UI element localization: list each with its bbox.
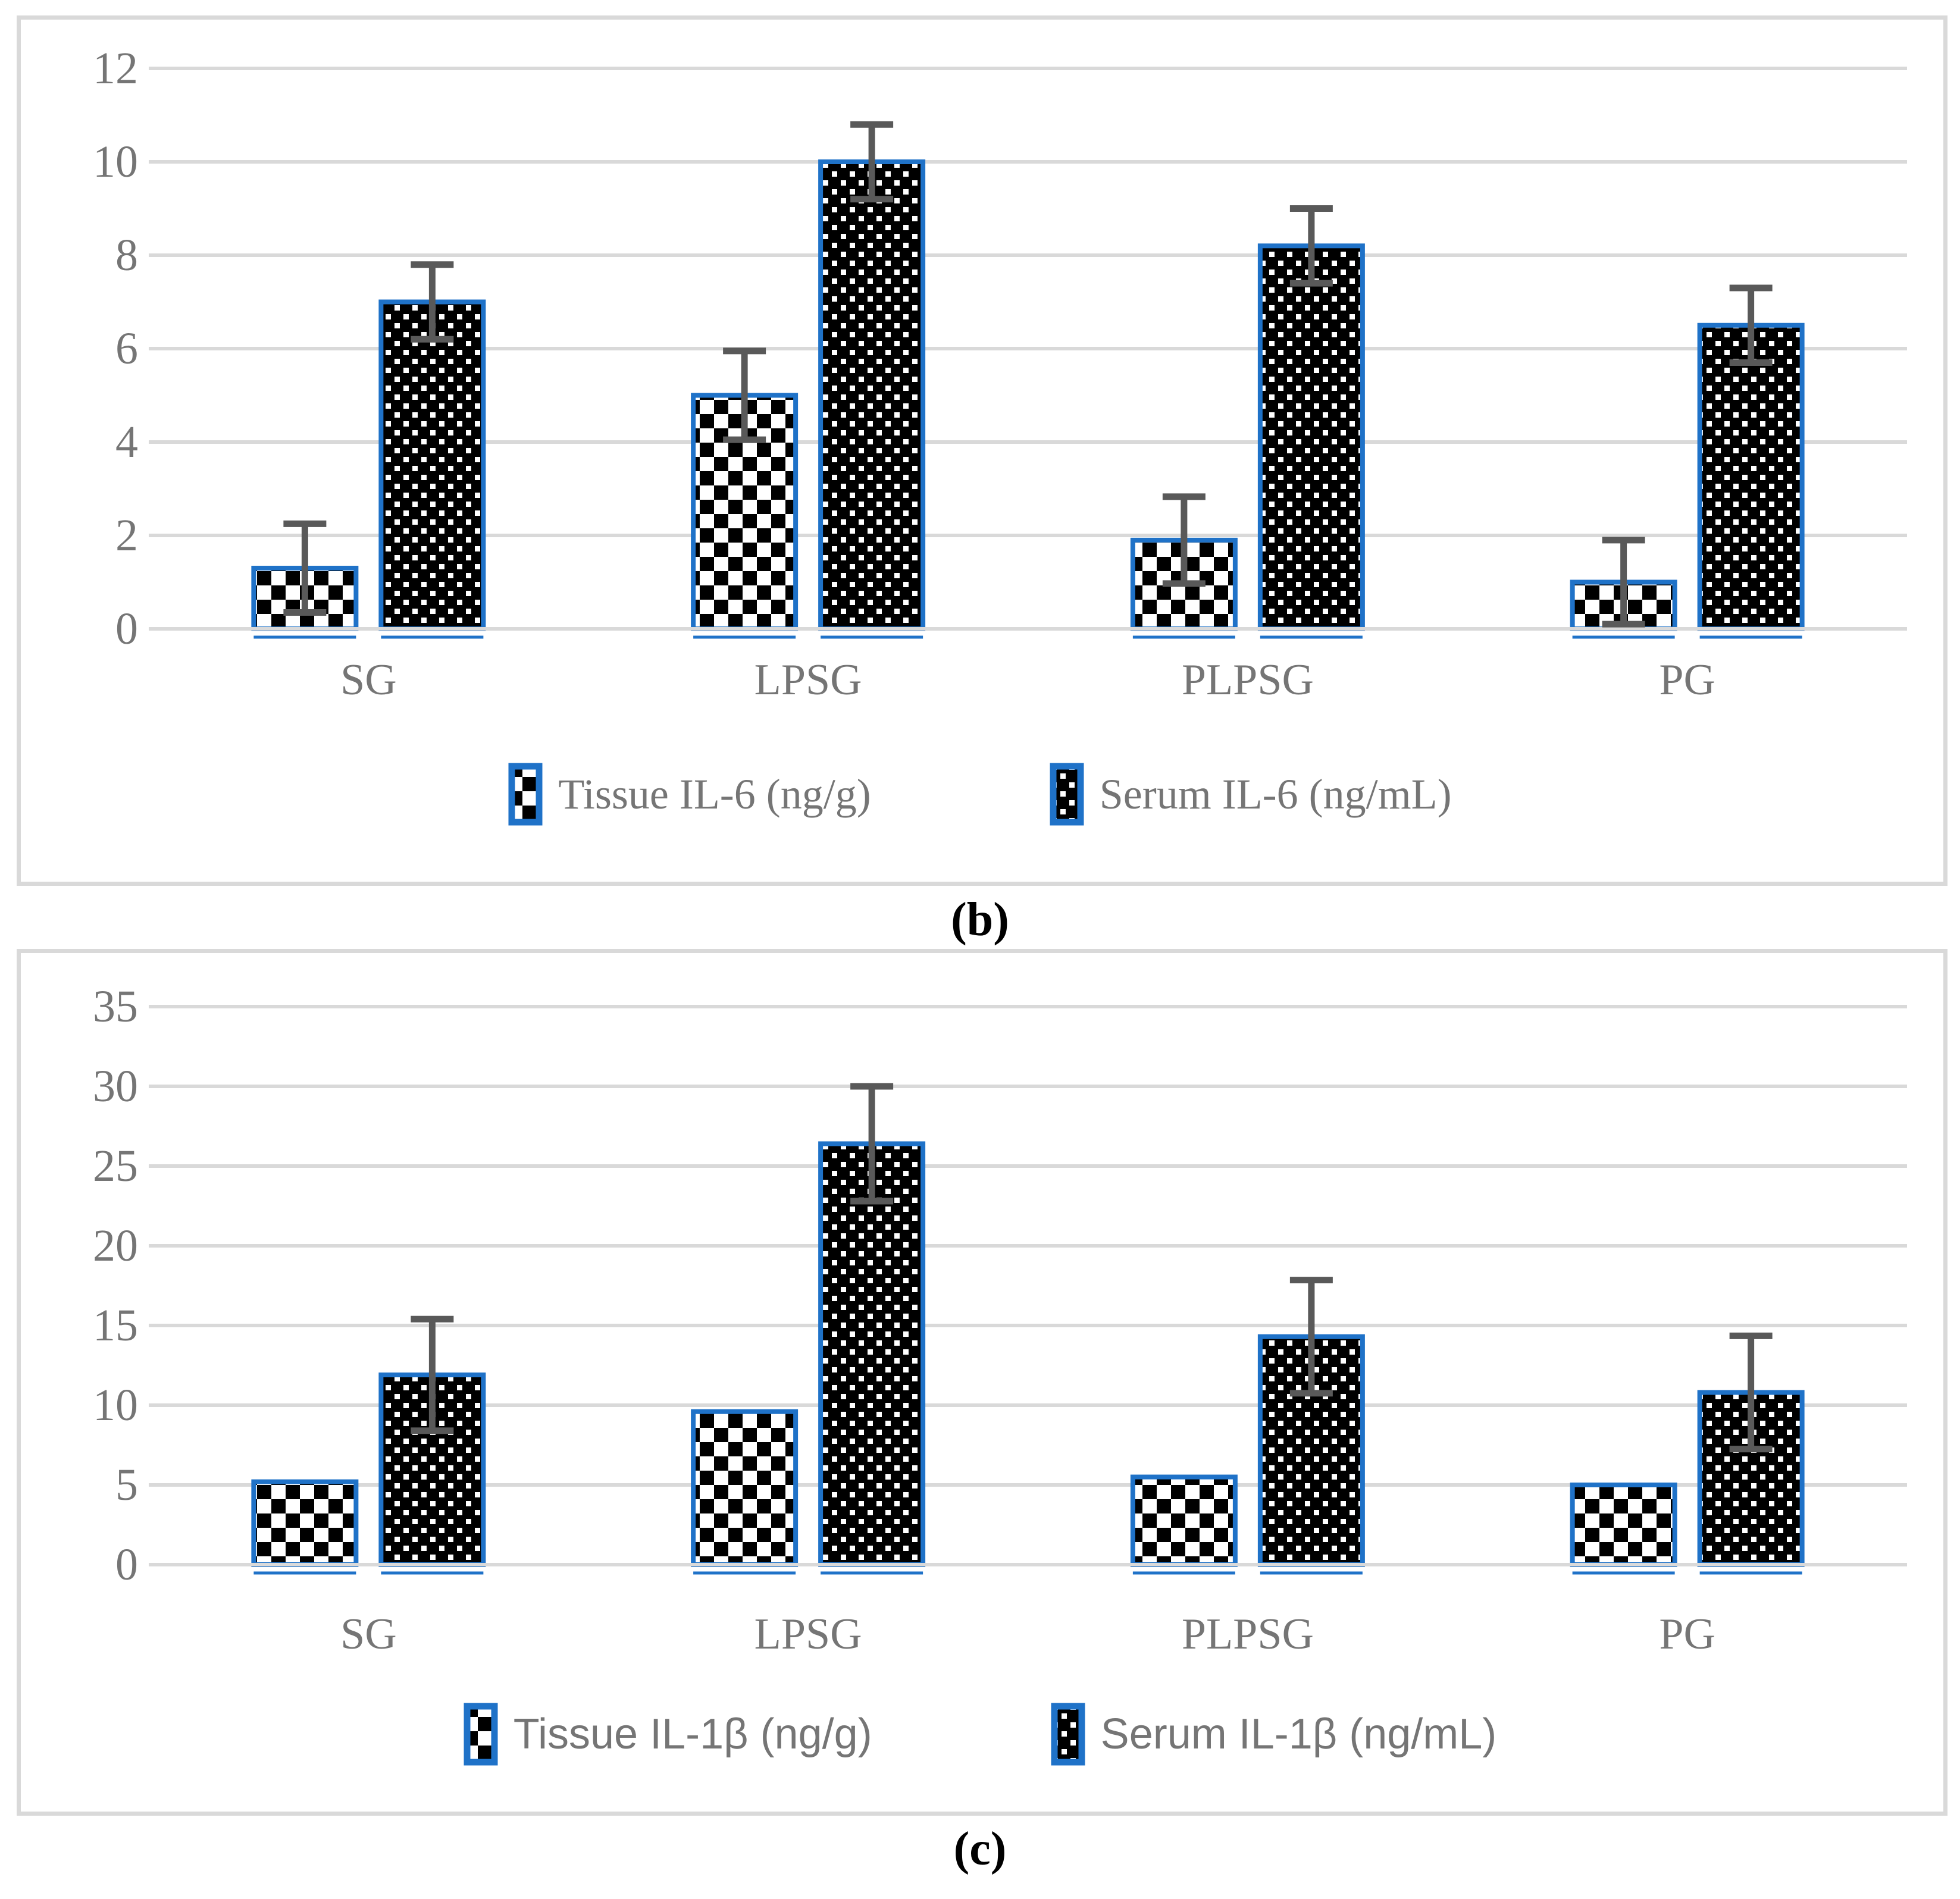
x-label-PG: PG <box>1659 656 1715 704</box>
bar-SG-tissue <box>251 1479 359 1567</box>
x-label-SG: SG <box>340 1610 397 1659</box>
legend-label-serum-il6: Serum IL-6 (ng/mL) <box>1099 770 1452 818</box>
dots-swatch-icon <box>1050 763 1084 826</box>
checker-swatch-icon <box>508 763 543 826</box>
y-tick-4: 4 <box>115 417 138 467</box>
panel-letter-c: (c) <box>953 1823 1007 1875</box>
y-tick-2: 2 <box>115 510 138 560</box>
panel-c-frame <box>17 949 1948 1816</box>
legend-label-serum-il1b: Serum IL-1β (ng/mL) <box>1100 1710 1497 1758</box>
y-tick-0: 0 <box>115 604 138 654</box>
legend-entry-serum-il6: Serum IL-6 (ng/mL) <box>1050 763 1452 826</box>
legend-panel-c: Tissue IL-1β (ng/g) Serum IL-1β (ng/mL) <box>0 1703 1960 1766</box>
y-tick-12: 12 <box>93 43 138 93</box>
panel-letter-b: (b) <box>951 894 1009 946</box>
plot-area-panel-c <box>149 1005 1907 1575</box>
bar-LPSG-serum <box>818 159 926 631</box>
legend-entry-serum-il1b: Serum IL-1β (ng/mL) <box>1051 1703 1497 1766</box>
y-tick-10: 10 <box>93 1380 138 1430</box>
x-label-LPSG: LPSG <box>754 656 862 704</box>
y-tick-10: 10 <box>93 137 138 187</box>
legend-entry-tissue-il1b: Tissue IL-1β (ng/g) <box>464 1703 872 1766</box>
x-label-PLPSG: PLPSG <box>1181 656 1314 704</box>
y-tick-6: 6 <box>115 324 138 374</box>
y-tick-5: 5 <box>115 1460 138 1510</box>
x-label-PG: PG <box>1659 1610 1715 1659</box>
plot-area-panel-b <box>149 67 1907 639</box>
x-label-PLPSG: PLPSG <box>1181 1610 1314 1659</box>
x-label-SG: SG <box>340 656 397 704</box>
bar-PG-tissue <box>1570 1483 1677 1567</box>
bar-PG-serum <box>1697 322 1805 631</box>
legend-label-tissue-il6: Tissue IL-6 (ng/g) <box>558 770 871 818</box>
y-tick-25: 25 <box>93 1141 138 1191</box>
legend-panel-b: Tissue IL-6 (ng/g) Serum IL-6 (ng/mL) <box>0 763 1960 826</box>
dots-swatch-icon <box>1051 1703 1085 1766</box>
y-tick-20: 20 <box>93 1221 138 1271</box>
y-tick-0: 0 <box>115 1540 138 1590</box>
y-tick-35: 35 <box>93 982 138 1032</box>
y-tick-15: 15 <box>93 1301 138 1350</box>
y-tick-30: 30 <box>93 1061 138 1111</box>
x-label-LPSG: LPSG <box>754 1610 862 1659</box>
legend-entry-tissue-il6: Tissue IL-6 (ng/g) <box>508 763 871 826</box>
legend-label-tissue-il1b: Tissue IL-1β (ng/g) <box>513 1710 872 1758</box>
checker-swatch-icon <box>464 1703 498 1766</box>
y-tick-8: 8 <box>115 230 138 280</box>
panel-b-frame <box>17 15 1948 886</box>
